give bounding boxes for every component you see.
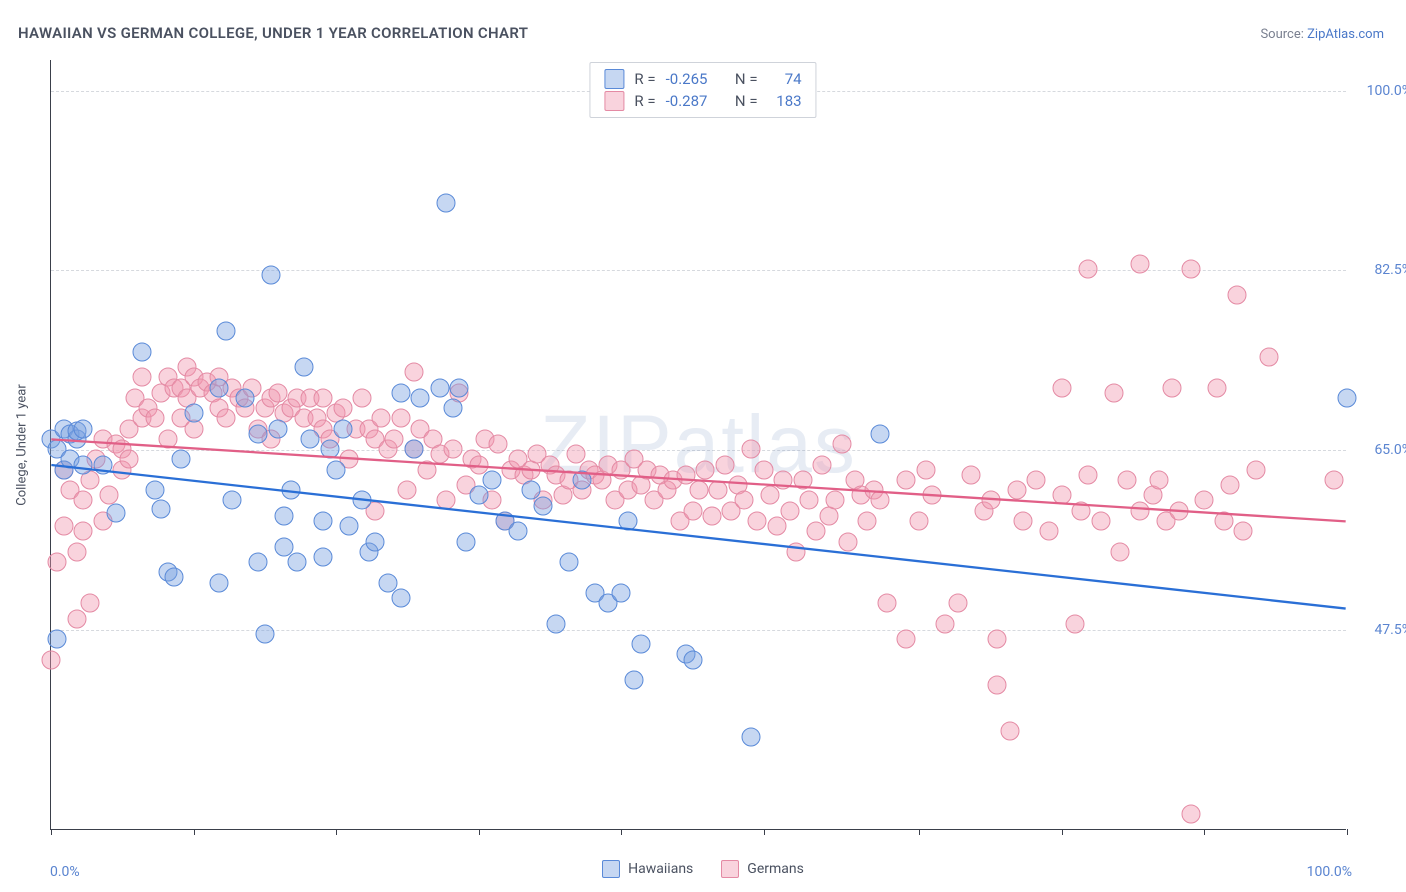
legend-stats: R = -0.265 N = 74 R = -0.287 N = 183 bbox=[589, 62, 816, 118]
legend-stats-row-germans: R = -0.287 N = 183 bbox=[604, 91, 801, 111]
hawaiians-swatch-icon bbox=[604, 69, 624, 89]
y-tick-label: 82.5% bbox=[1374, 262, 1406, 278]
x-tick bbox=[336, 829, 337, 835]
x-tick bbox=[1204, 829, 1205, 835]
source-line: Source: ZipAtlas.com bbox=[1260, 27, 1384, 42]
n-value-hawaiians: 74 bbox=[768, 70, 802, 88]
y-tick-label: 47.5% bbox=[1374, 622, 1406, 638]
n-value-germans: 183 bbox=[768, 92, 802, 110]
plot-area: ZIPatlas 47.5%65.0%82.5%100.0% bbox=[50, 60, 1346, 830]
r-label: R = bbox=[634, 92, 655, 110]
x-tick bbox=[764, 829, 765, 835]
y-tick-label: 100.0% bbox=[1367, 83, 1406, 99]
y-tick-label: 65.0% bbox=[1374, 442, 1406, 458]
r-value-germans: -0.287 bbox=[666, 92, 708, 110]
legend-label-germans: Germans bbox=[747, 861, 804, 877]
legend-series: Hawaiians Germans bbox=[0, 860, 1406, 878]
source-link[interactable]: ZipAtlas.com bbox=[1307, 27, 1384, 42]
x-tick bbox=[621, 829, 622, 835]
y-axis-title: College, Under 1 year bbox=[15, 384, 30, 506]
chart-title: HAWAIIAN VS GERMAN COLLEGE, UNDER 1 YEAR… bbox=[18, 24, 528, 42]
x-tick bbox=[919, 829, 920, 835]
source-label: Source: bbox=[1260, 27, 1303, 42]
x-axis-max-label: 100.0% bbox=[1307, 864, 1352, 880]
legend-label-hawaiians: Hawaiians bbox=[628, 861, 693, 877]
x-tick bbox=[1347, 829, 1348, 835]
hawaiians-swatch-icon bbox=[602, 860, 620, 878]
x-axis-min-label: 0.0% bbox=[50, 864, 80, 880]
x-tick bbox=[51, 829, 52, 835]
germans-swatch-icon bbox=[604, 91, 624, 111]
x-tick bbox=[479, 829, 480, 835]
x-tick bbox=[1062, 829, 1063, 835]
legend-stats-row-hawaiians: R = -0.265 N = 74 bbox=[604, 69, 801, 89]
legend-item-hawaiians: Hawaiians bbox=[602, 860, 693, 878]
trend-lines-layer bbox=[51, 60, 1346, 829]
n-label: N = bbox=[735, 92, 758, 110]
r-value-hawaiians: -0.265 bbox=[666, 70, 708, 88]
x-tick bbox=[194, 829, 195, 835]
germans-trend-line bbox=[51, 439, 1345, 521]
legend-item-germans: Germans bbox=[721, 860, 804, 878]
r-label: R = bbox=[634, 70, 655, 88]
hawaiians-trend-line bbox=[51, 465, 1345, 609]
germans-swatch-icon bbox=[721, 860, 739, 878]
n-label: N = bbox=[735, 70, 758, 88]
